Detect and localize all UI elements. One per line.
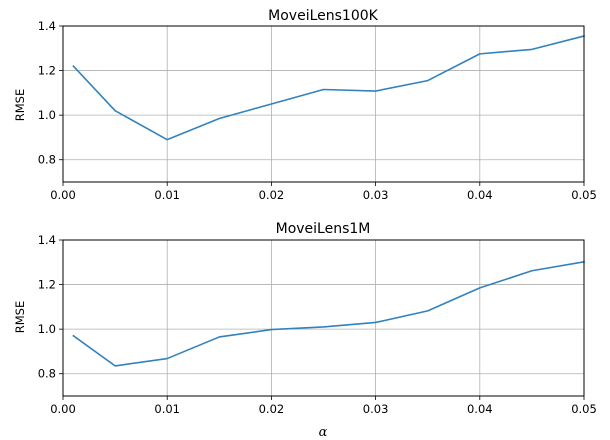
- y-axis-label: RMSE: [13, 89, 27, 121]
- x-tick-label: 0.00: [50, 188, 76, 202]
- grid: [63, 26, 584, 182]
- y-axis-label: RMSE: [13, 301, 27, 333]
- x-tick-label: 0.01: [154, 188, 180, 202]
- x-tick-label: 0.05: [571, 402, 597, 416]
- plot-frame: [63, 26, 584, 182]
- chart-title: MoveiLens1M: [276, 221, 371, 237]
- x-tick-label: 0.04: [467, 402, 493, 416]
- subplot-movielens1m: MoveiLens1M 0.00 0.01 0.02 0.03 0.04 0.05 0.8 1…: [13, 221, 597, 440]
- y-tick-label: 1.4: [38, 233, 56, 247]
- x-tick-label: 0.02: [259, 402, 285, 416]
- axis-ticks: 0.00 0.01 0.02 0.03 0.04 0.05 0.8 1.0 1.2 1.4: [38, 233, 597, 416]
- plot-frame: [63, 240, 584, 396]
- chart-title: MoveiLens100K: [268, 8, 378, 24]
- series-line: [73, 36, 584, 140]
- x-tick-label: 0.01: [154, 402, 180, 416]
- grid: [63, 240, 584, 396]
- x-tick-label: 0.03: [363, 402, 389, 416]
- y-tick-label: 1.2: [38, 278, 56, 292]
- y-tick-label: 0.8: [38, 153, 56, 167]
- series-line: [73, 262, 584, 366]
- x-tick-label: 0.05: [571, 188, 597, 202]
- axis-ticks: 0.00 0.01 0.02 0.03 0.04 0.05 0.8 1.0 1.2 1.4: [38, 19, 597, 202]
- y-tick-label: 1.0: [38, 322, 56, 336]
- y-tick-label: 1.2: [38, 64, 56, 78]
- y-tick-label: 1.0: [38, 108, 56, 122]
- y-tick-label: 1.4: [38, 19, 56, 33]
- x-tick-label: 0.03: [363, 188, 389, 202]
- y-tick-label: 0.8: [38, 367, 56, 381]
- x-tick-label: 0.02: [259, 188, 285, 202]
- x-tick-label: 0.04: [467, 188, 493, 202]
- x-axis-label: α: [319, 425, 328, 440]
- subplot-movielens100k: MoveiLens100K 0.00 0.01 0.02 0.03 0.04 0.050.…: [13, 8, 597, 202]
- x-tick-label: 0.00: [50, 402, 76, 416]
